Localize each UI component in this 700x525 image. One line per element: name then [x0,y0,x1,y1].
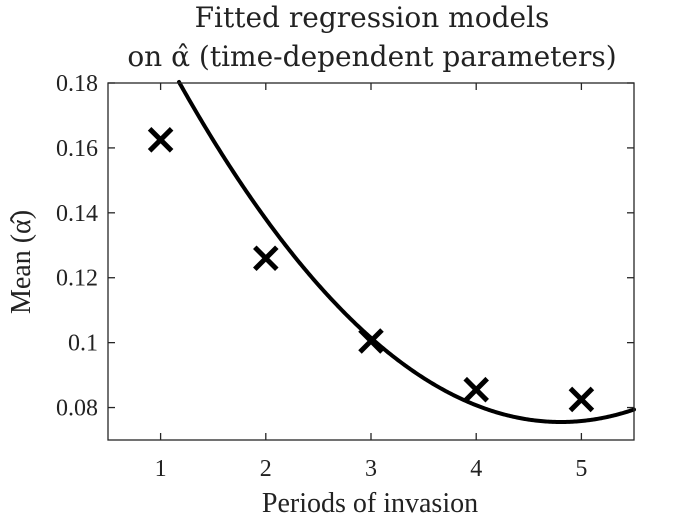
data-point-marker [568,386,595,413]
y-axis-label: Mean (α̂) [6,210,37,314]
marker-stroke [253,245,279,272]
axis-ticks: 1 2 3 4 5 0.08 0.1 0.12 0.14 0.16 0.18 [56,71,634,482]
data-point-marker [147,127,174,153]
y-tick-label: 0.12 [56,266,98,292]
marker-stroke [147,127,174,153]
x-axis-label: Periods of invasion [262,488,478,519]
plot-area: 1 2 3 4 5 0.08 0.1 0.12 0.14 0.16 0.18 [56,71,636,482]
x-tick-label: 3 [365,456,377,482]
chart-title-line-2: on α̂ (time-dependent parameters) [127,40,616,73]
data-point-marker [463,376,489,403]
marker-stroke [568,386,595,413]
marker-stroke [463,376,489,403]
y-tick-label: 0.14 [56,201,98,227]
x-tick-label: 1 [155,456,167,482]
y-tick-label: 0.16 [56,136,98,162]
y-tick-label: 0.08 [56,396,98,422]
data-point-marker [358,328,384,354]
fitted-curve [177,80,636,424]
x-tick-label: 2 [260,456,272,482]
axes-box [107,82,635,441]
y-tick-label: 0.18 [56,71,98,97]
chart-title-line-1: Fitted regression models [195,1,550,34]
marker-stroke [358,328,384,354]
data-point-marker [253,245,279,272]
x-tick-label: 5 [575,456,587,482]
y-tick-label: 0.1 [68,331,98,357]
data-markers [147,127,595,413]
x-tick-label: 4 [470,456,482,482]
